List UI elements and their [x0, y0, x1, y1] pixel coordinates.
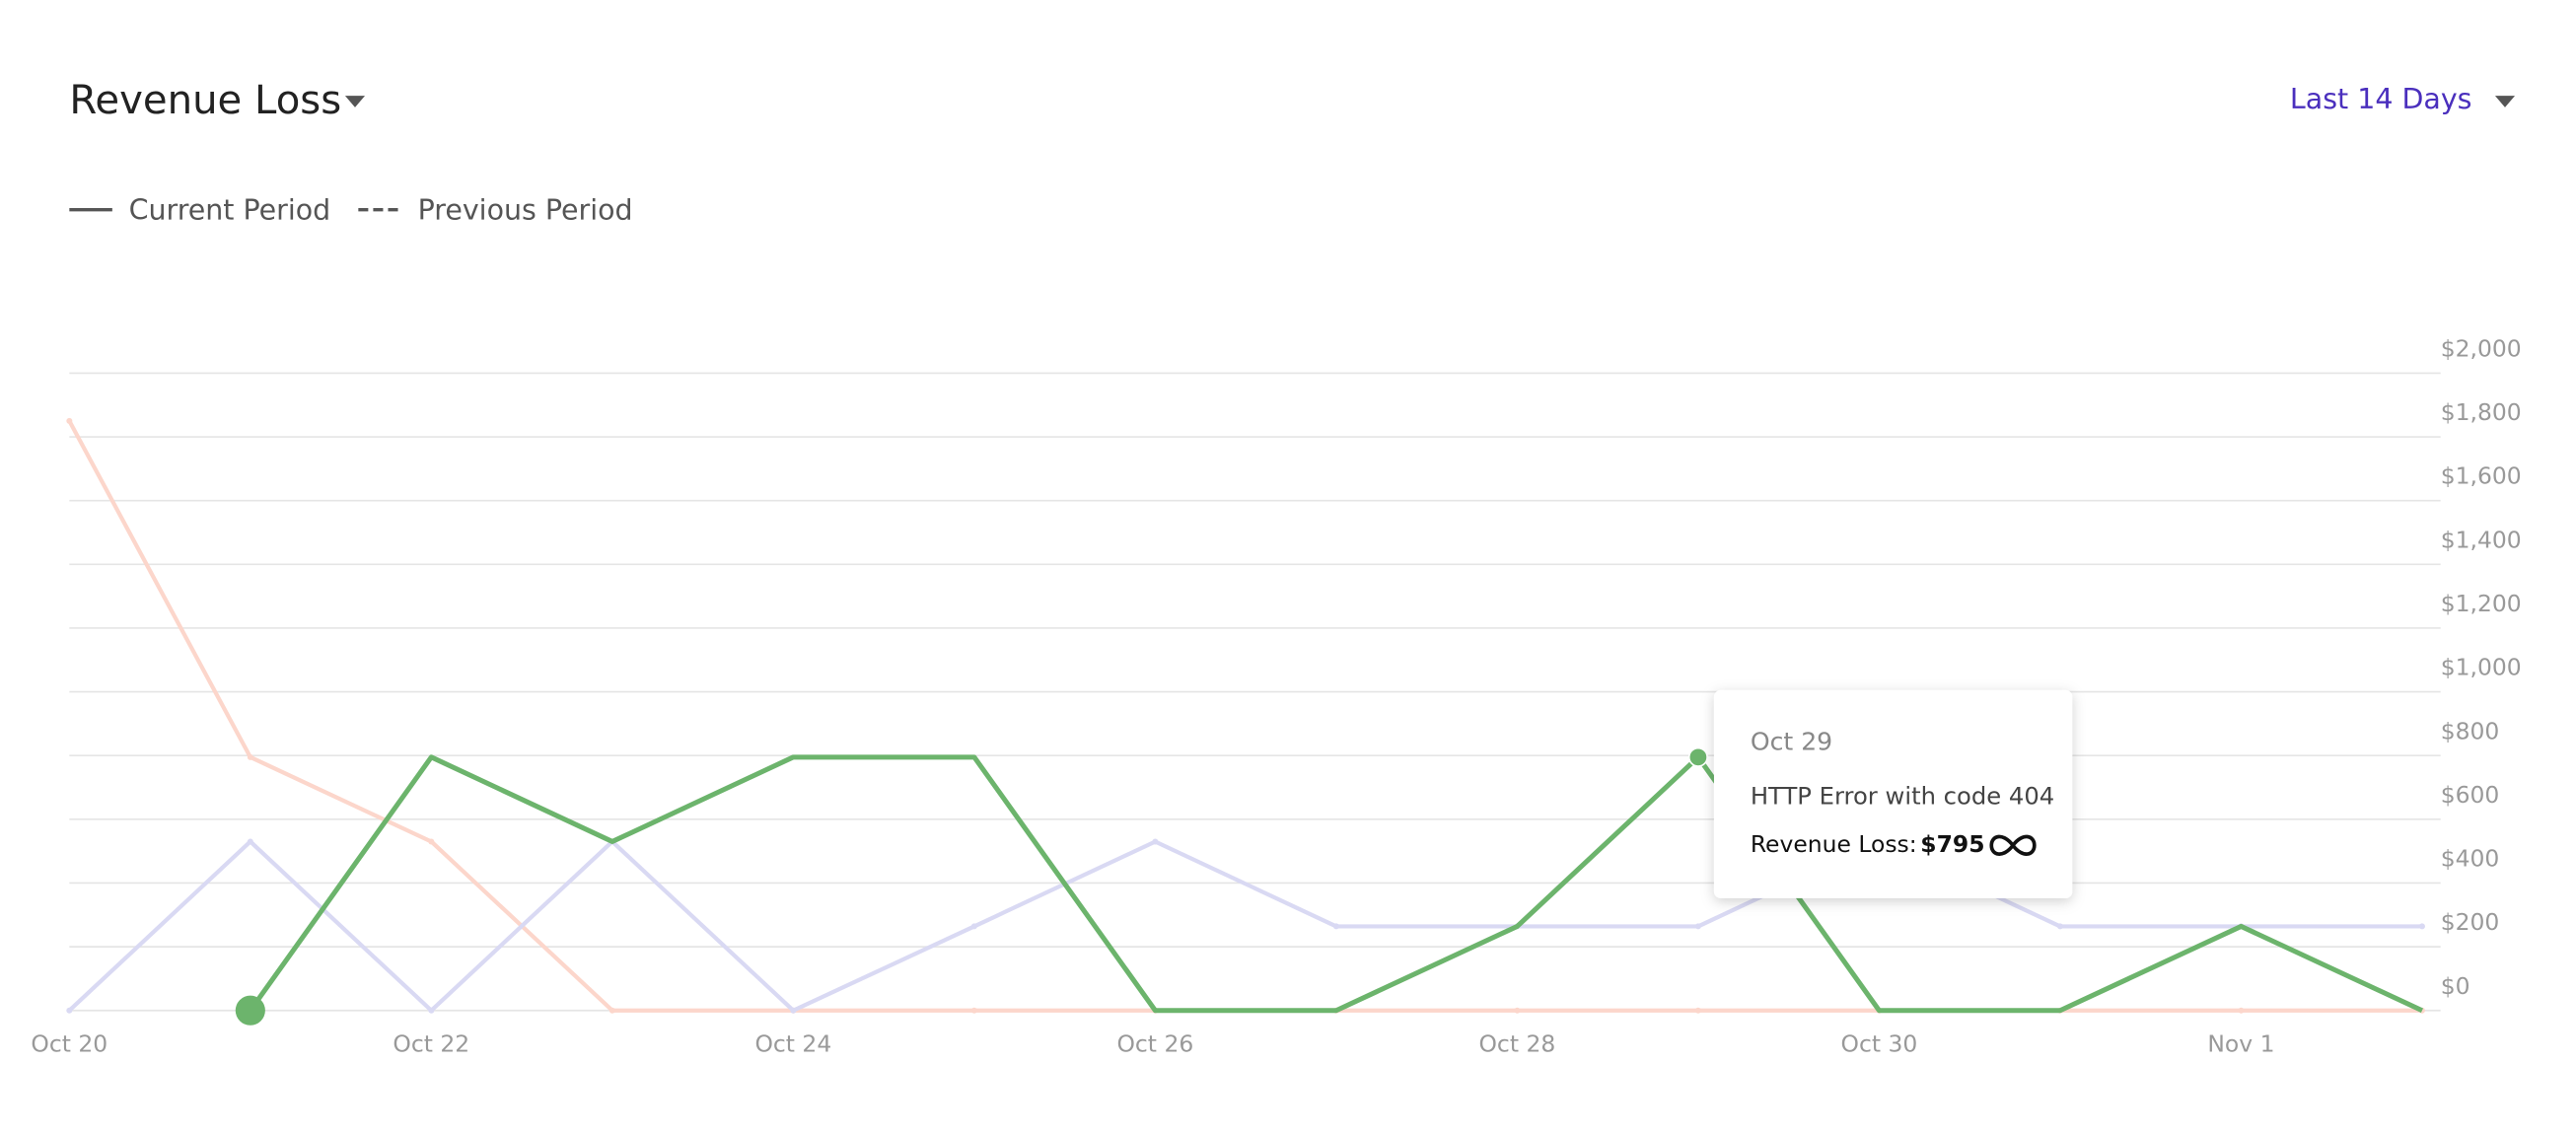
tooltip-title: HTTP Error with code 404: [1751, 782, 2054, 811]
y-tick-label: $2,000: [2441, 334, 2522, 362]
title-caret[interactable]: [344, 96, 366, 107]
range-caret[interactable]: [2494, 96, 2516, 107]
series-line: [248, 754, 2424, 1014]
point: [2418, 923, 2425, 930]
y-tick-label: $1,600: [2441, 462, 2522, 490]
y-tick-label: $600: [2441, 781, 2500, 809]
point: [247, 838, 253, 845]
y-tick-label: $400: [2441, 845, 2500, 873]
point: [970, 923, 977, 930]
point: [1694, 1007, 1701, 1014]
y-tick-label: $1,800: [2441, 398, 2522, 426]
x-tick-label: Oct 22: [393, 1029, 469, 1057]
tooltip-value: $795: [1920, 830, 1984, 858]
point: [66, 417, 73, 424]
x-tick-label: Oct 28: [1478, 1029, 1555, 1057]
x-tick-label: Oct 20: [31, 1029, 107, 1057]
legend-label: Current Period: [129, 193, 331, 226]
x-tick-label: Oct 26: [1116, 1029, 1193, 1057]
y-tick-label: $0: [2441, 972, 2470, 1000]
point: [2056, 923, 2063, 930]
selected-point: [235, 995, 265, 1026]
tooltip-date: Oct 29: [1751, 727, 1832, 755]
plot: $0 $200 $400 $600 $800 $1,000 $1,200 $1,400 $1,6…: [31, 334, 2521, 1057]
x-tick-label: Oct 30: [1841, 1029, 1918, 1057]
point: [66, 1007, 73, 1014]
y-tick-label: $1,200: [2441, 590, 2522, 617]
point: [428, 1007, 435, 1014]
series-line: [67, 839, 2422, 1013]
point: [970, 1007, 977, 1014]
y-tick-label: $1,400: [2441, 526, 2522, 553]
point: [2238, 1007, 2245, 1014]
range-select[interactable]: Last 14 Days: [2290, 83, 2472, 115]
tooltip-label: Revenue Loss:: [1751, 830, 1917, 858]
x-tick-label: Nov 1: [2207, 1029, 2274, 1057]
y-tick-label: $800: [2441, 717, 2500, 744]
point: [428, 838, 435, 845]
link-icon[interactable]: [1989, 834, 2037, 856]
point: [1514, 1007, 1521, 1014]
x-tick-label: Oct 24: [754, 1029, 831, 1057]
hover-point: [1687, 746, 1708, 767]
tooltip-box: [1713, 689, 2073, 898]
point: [608, 1007, 615, 1014]
chart-title[interactable]: Revenue Loss: [69, 78, 341, 123]
tooltip: Oct 29 HTTP Error with code 404 Revenue …: [1713, 689, 2073, 898]
point: [1152, 838, 1159, 845]
point: [790, 1007, 797, 1014]
y-tick-label: $1,000: [2441, 654, 2522, 681]
point: [247, 753, 253, 760]
point: [1694, 923, 1701, 930]
legend-label: Previous Period: [418, 193, 633, 226]
y-tick-label: $200: [2441, 908, 2500, 936]
point: [1332, 923, 1339, 930]
